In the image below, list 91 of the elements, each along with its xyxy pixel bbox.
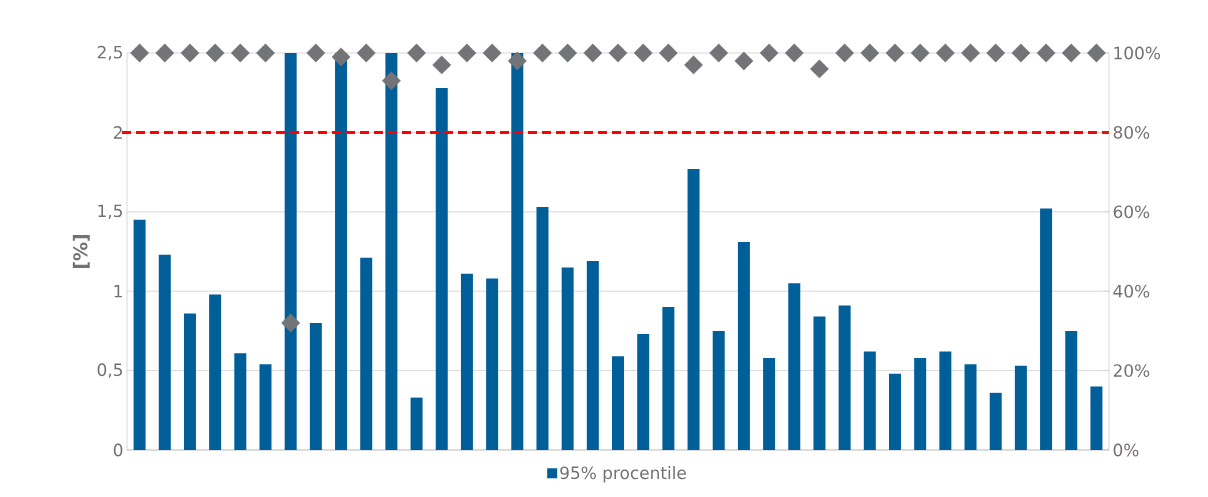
point — [860, 43, 880, 63]
point — [1036, 43, 1056, 63]
point — [382, 71, 401, 91]
bar — [435, 87, 448, 450]
point — [230, 43, 250, 63]
bar — [838, 305, 851, 450]
point — [457, 43, 477, 63]
point — [432, 55, 452, 75]
bar — [637, 334, 650, 450]
bar — [234, 353, 247, 450]
y2-tick-label: 20% — [1113, 364, 1150, 377]
legend-label: 95% procentile — [560, 466, 686, 483]
point — [935, 43, 955, 63]
bar — [712, 330, 725, 450]
bar — [687, 168, 700, 450]
y2-tick-label: 40% — [1113, 284, 1150, 298]
y-axis-title: [%] — [72, 235, 90, 269]
bar — [183, 313, 196, 450]
point — [835, 43, 855, 63]
bar — [813, 316, 826, 450]
bar — [133, 219, 146, 450]
point — [558, 43, 578, 63]
bar — [158, 254, 171, 450]
bar — [788, 283, 801, 450]
bar — [259, 364, 272, 450]
point — [986, 43, 1006, 63]
point — [684, 55, 703, 75]
y2-tick-label: 60% — [1113, 205, 1150, 219]
bar — [737, 241, 750, 450]
point — [507, 51, 527, 71]
bar — [410, 397, 423, 450]
point — [910, 43, 930, 63]
y-tick-label: 0 — [113, 443, 123, 457]
y-tick-label: 1,5 — [98, 204, 122, 219]
point — [155, 43, 175, 63]
point — [180, 43, 200, 63]
y-tick-label: 2,5 — [97, 45, 122, 61]
point — [482, 43, 502, 63]
y-tick-label: 0,5 — [97, 363, 122, 378]
point — [608, 43, 628, 63]
bar — [360, 257, 373, 450]
bar — [561, 267, 574, 450]
bar — [460, 273, 473, 450]
point — [583, 43, 603, 63]
bar — [914, 357, 927, 450]
point — [205, 43, 225, 63]
bar — [763, 357, 776, 450]
bar — [536, 207, 549, 450]
point — [1087, 43, 1106, 63]
point — [130, 43, 149, 63]
point — [407, 43, 426, 63]
bar — [1065, 330, 1078, 450]
point — [1011, 43, 1031, 63]
point — [533, 43, 552, 63]
bar — [888, 373, 901, 450]
bar — [662, 307, 675, 450]
bar — [964, 364, 977, 450]
point — [281, 313, 301, 333]
bar — [863, 351, 876, 450]
point — [658, 43, 678, 63]
point — [1061, 43, 1081, 63]
bar — [939, 351, 952, 450]
bar — [586, 261, 599, 450]
point — [784, 43, 804, 63]
bar — [284, 53, 297, 450]
point — [961, 43, 980, 63]
y-tick-label: 2 — [113, 126, 122, 139]
point — [885, 43, 905, 63]
bar — [385, 53, 398, 450]
point — [331, 47, 351, 67]
point — [256, 43, 275, 63]
y2-tick-label: 100% — [1114, 46, 1161, 60]
bar — [989, 392, 1002, 450]
bar — [1090, 386, 1103, 450]
point — [633, 43, 653, 63]
bar — [612, 356, 625, 450]
point — [810, 59, 829, 79]
y2-tick-label: 0% — [1113, 443, 1139, 457]
bar — [309, 322, 322, 450]
bar — [209, 294, 222, 450]
bar — [486, 278, 499, 450]
y-tick-label: 1 — [114, 285, 122, 298]
point — [306, 43, 326, 63]
y2-tick-label: 80% — [1113, 125, 1150, 139]
bar — [1040, 208, 1053, 450]
point — [356, 43, 376, 63]
bar — [1014, 365, 1027, 450]
point — [734, 51, 754, 71]
point — [759, 43, 779, 63]
point — [709, 43, 729, 63]
bar — [511, 53, 524, 450]
